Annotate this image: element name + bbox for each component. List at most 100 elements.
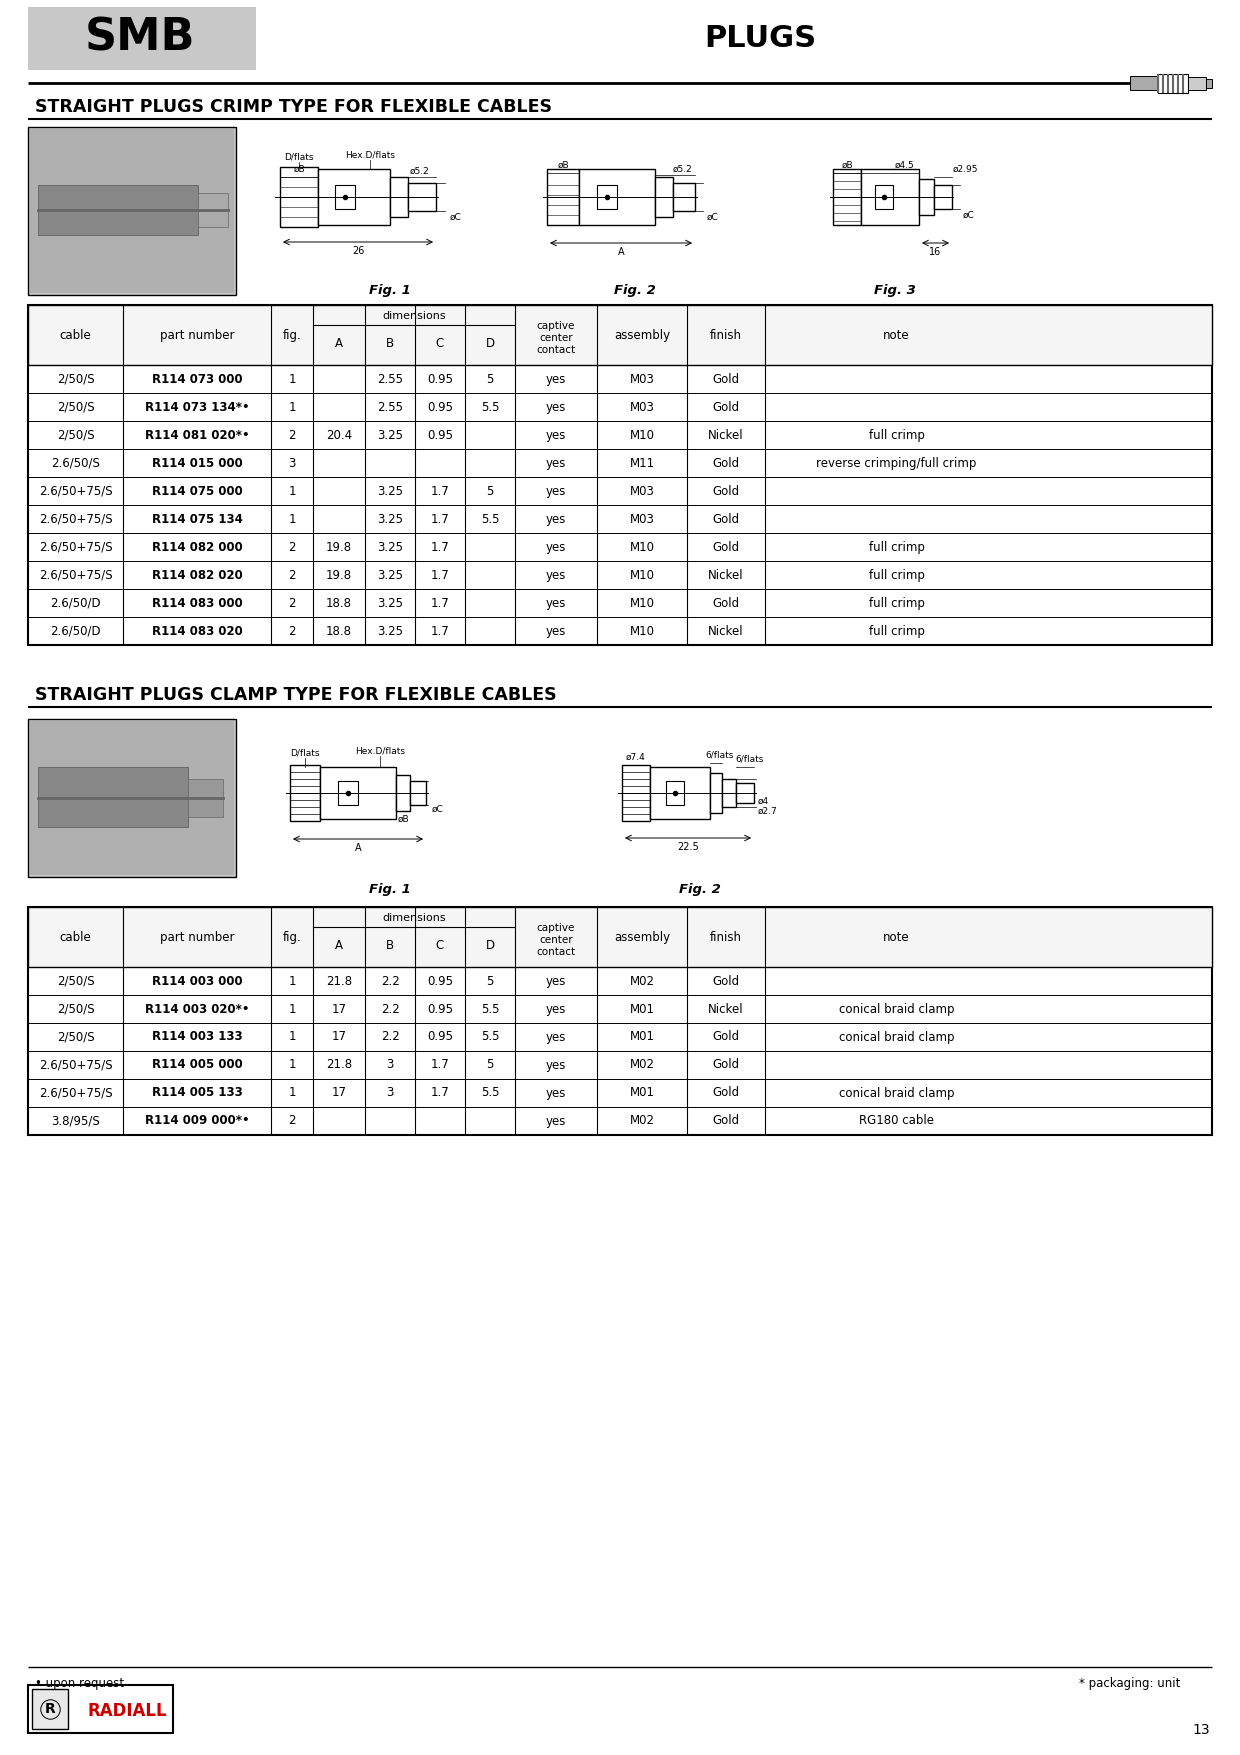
Bar — [290, 765, 320, 821]
Text: 0.95: 0.95 — [427, 428, 453, 442]
Text: note: note — [883, 328, 910, 342]
Text: øC: øC — [963, 211, 975, 219]
Text: ø5.2: ø5.2 — [410, 167, 430, 176]
Text: M03: M03 — [630, 372, 655, 386]
Text: R114 003 020*•: R114 003 020*• — [145, 1002, 249, 1016]
Text: 2: 2 — [288, 1114, 296, 1127]
Text: STRAIGHT PLUGS CRIMP TYPE FOR FLEXIBLE CABLES: STRAIGHT PLUGS CRIMP TYPE FOR FLEXIBLE C… — [35, 98, 552, 116]
Bar — [29, 305, 1211, 646]
Bar — [30, 130, 234, 293]
Bar — [861, 168, 919, 225]
Text: øB: øB — [397, 814, 409, 823]
Text: yes: yes — [546, 1058, 567, 1072]
Text: 2/50/S: 2/50/S — [57, 372, 94, 386]
Text: yes: yes — [546, 1030, 567, 1044]
Text: 5.5: 5.5 — [481, 1030, 500, 1044]
Text: A: A — [355, 842, 361, 853]
Text: 1.7: 1.7 — [430, 597, 449, 609]
Text: assembly: assembly — [614, 930, 670, 944]
Bar — [1188, 77, 1207, 90]
Text: assembly: assembly — [614, 328, 670, 342]
Text: 1.7: 1.7 — [430, 625, 449, 637]
Bar — [280, 167, 317, 226]
Bar — [1130, 75, 1158, 90]
Text: 2.55: 2.55 — [377, 372, 403, 386]
Text: 2.6/50+75/S: 2.6/50+75/S — [38, 1058, 113, 1072]
Text: A: A — [335, 337, 343, 349]
Text: 1: 1 — [288, 1002, 296, 1016]
Text: dimensions: dimensions — [382, 311, 446, 321]
Bar — [335, 184, 355, 209]
Text: PLUGS: PLUGS — [704, 23, 816, 53]
Bar — [596, 184, 618, 209]
Text: 3: 3 — [387, 1086, 393, 1099]
Text: 2.6/50/D: 2.6/50/D — [50, 625, 100, 637]
Text: captive
center
contact: captive center contact — [537, 923, 575, 956]
Bar — [711, 772, 722, 813]
Text: Fig. 1: Fig. 1 — [370, 284, 410, 297]
Text: Nickel: Nickel — [708, 569, 744, 581]
Text: M10: M10 — [630, 541, 655, 553]
Text: ø2.95: ø2.95 — [954, 165, 978, 174]
Text: 5: 5 — [486, 372, 494, 386]
Text: øC: øC — [707, 212, 719, 221]
Text: ø5.2: ø5.2 — [673, 165, 693, 174]
Text: 6/flats: 6/flats — [706, 751, 734, 760]
Text: 3: 3 — [387, 1058, 393, 1072]
Text: M01: M01 — [630, 1002, 655, 1016]
Text: full crimp: full crimp — [868, 569, 925, 581]
Text: yes: yes — [546, 484, 567, 497]
Text: 2/50/S: 2/50/S — [57, 400, 94, 414]
Text: C: C — [436, 939, 444, 951]
Text: M10: M10 — [630, 569, 655, 581]
Text: R114 005 000: R114 005 000 — [151, 1058, 242, 1072]
Text: 3.25: 3.25 — [377, 597, 403, 609]
Text: Gold: Gold — [713, 597, 739, 609]
Bar — [579, 168, 655, 225]
Text: 26: 26 — [352, 246, 365, 256]
Text: 2.6/50+75/S: 2.6/50+75/S — [38, 541, 113, 553]
Text: 2.6/50+75/S: 2.6/50+75/S — [38, 512, 113, 525]
Text: 5.5: 5.5 — [481, 400, 500, 414]
Text: R114 082 000: R114 082 000 — [151, 541, 242, 553]
Text: RG180 cable: RG180 cable — [859, 1114, 934, 1127]
Text: M10: M10 — [630, 428, 655, 442]
Text: R114 003 133: R114 003 133 — [151, 1030, 242, 1044]
Text: 5: 5 — [486, 974, 494, 988]
Bar — [339, 781, 358, 806]
Text: captive
center
contact: captive center contact — [537, 321, 575, 355]
Bar — [833, 168, 861, 225]
Text: R114 082 020: R114 082 020 — [151, 569, 242, 581]
Bar — [29, 720, 236, 878]
Text: part number: part number — [160, 930, 234, 944]
Text: 2/50/S: 2/50/S — [57, 1002, 94, 1016]
Text: R114 083 000: R114 083 000 — [151, 597, 242, 609]
Text: reverse crimping/full crimp: reverse crimping/full crimp — [816, 456, 977, 470]
Bar — [29, 1685, 174, 1732]
Bar — [650, 767, 711, 820]
Text: M03: M03 — [630, 512, 655, 525]
Text: SMB: SMB — [84, 16, 195, 60]
Text: Gold: Gold — [713, 541, 739, 553]
Text: 1: 1 — [288, 512, 296, 525]
Text: 2.55: 2.55 — [377, 400, 403, 414]
Text: 22.5: 22.5 — [677, 842, 699, 851]
Text: ø4: ø4 — [758, 797, 769, 806]
Bar — [38, 184, 198, 235]
Text: 17: 17 — [331, 1002, 346, 1016]
Text: Fig. 1: Fig. 1 — [370, 883, 410, 895]
Text: R114 083 020: R114 083 020 — [151, 625, 242, 637]
Text: 21.8: 21.8 — [326, 1058, 352, 1072]
Text: full crimp: full crimp — [868, 541, 925, 553]
Text: yes: yes — [546, 597, 567, 609]
Text: 1: 1 — [288, 372, 296, 386]
Text: R114 075 000: R114 075 000 — [151, 484, 242, 497]
Text: 2: 2 — [288, 625, 296, 637]
Text: M01: M01 — [630, 1086, 655, 1099]
Text: Fig. 2: Fig. 2 — [680, 883, 720, 895]
Text: 2: 2 — [288, 569, 296, 581]
Text: R114 015 000: R114 015 000 — [151, 456, 242, 470]
Text: A: A — [618, 247, 624, 256]
Text: 2/50/S: 2/50/S — [57, 1030, 94, 1044]
Text: finish: finish — [711, 930, 742, 944]
